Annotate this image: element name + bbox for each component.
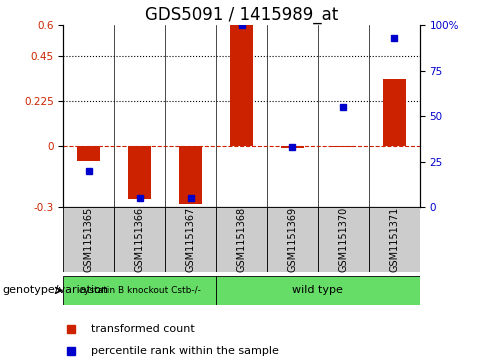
Bar <box>63 276 216 305</box>
Bar <box>281 146 304 148</box>
Title: GDS5091 / 1415989_at: GDS5091 / 1415989_at <box>145 6 338 24</box>
Bar <box>63 207 114 272</box>
Text: GSM1151371: GSM1151371 <box>389 207 399 272</box>
Bar <box>369 207 420 272</box>
Bar <box>128 146 151 199</box>
Bar <box>267 207 318 272</box>
Bar <box>318 207 369 272</box>
Text: GSM1151369: GSM1151369 <box>287 207 298 272</box>
Bar <box>78 146 101 160</box>
Text: GSM1151370: GSM1151370 <box>338 207 348 272</box>
Bar <box>114 207 165 272</box>
Bar <box>332 146 355 147</box>
Bar <box>383 79 406 146</box>
Bar <box>165 207 216 272</box>
Text: GSM1151366: GSM1151366 <box>135 207 145 272</box>
Text: genotype/variation: genotype/variation <box>2 285 108 295</box>
Text: transformed count: transformed count <box>91 324 195 334</box>
Bar <box>216 207 267 272</box>
Text: percentile rank within the sample: percentile rank within the sample <box>91 346 279 356</box>
Bar <box>179 146 202 204</box>
Text: cystatin B knockout Cstb-/-: cystatin B knockout Cstb-/- <box>79 286 201 295</box>
Text: GSM1151365: GSM1151365 <box>84 207 94 272</box>
Bar <box>216 276 420 305</box>
Text: GSM1151368: GSM1151368 <box>237 207 246 272</box>
Text: GSM1151367: GSM1151367 <box>185 207 196 272</box>
Bar <box>230 25 253 146</box>
Text: wild type: wild type <box>292 285 344 295</box>
